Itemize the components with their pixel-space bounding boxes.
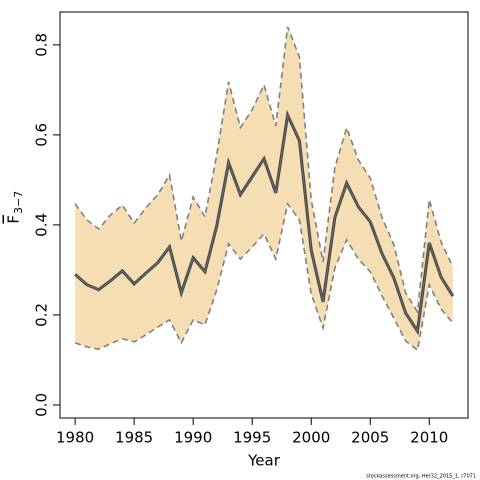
confidence-band	[75, 26, 453, 351]
y-label-subscript: 3−7	[12, 191, 25, 214]
y-tick-label: 0.4	[33, 213, 51, 237]
y-tick-label: 0.2	[33, 303, 51, 327]
estimate-line-highlight	[74, 113, 454, 333]
y-label-symbol: F	[5, 215, 23, 224]
x-tick-label: 1990	[174, 429, 212, 447]
y-tick-label: 0.0	[33, 393, 51, 417]
x-tick-label: 2005	[351, 429, 389, 447]
x-tick-label: 1985	[115, 429, 153, 447]
x-tick-label: 2000	[292, 429, 330, 447]
x-axis-label: Year	[247, 452, 281, 470]
y-axis-label: F 3−7	[5, 191, 26, 224]
plot-frame	[59, 11, 469, 419]
bound-line	[74, 26, 454, 315]
x-tick-label: 1995	[233, 429, 271, 447]
x-tick-label: 1980	[56, 429, 94, 447]
y-tick-label: 0.8	[33, 33, 51, 57]
y-tick-label: 0.6	[33, 123, 51, 147]
footnote: stockassessment.org, Her32_2015_1, r7071	[366, 474, 476, 480]
x-tick-label: 2010	[410, 429, 448, 447]
